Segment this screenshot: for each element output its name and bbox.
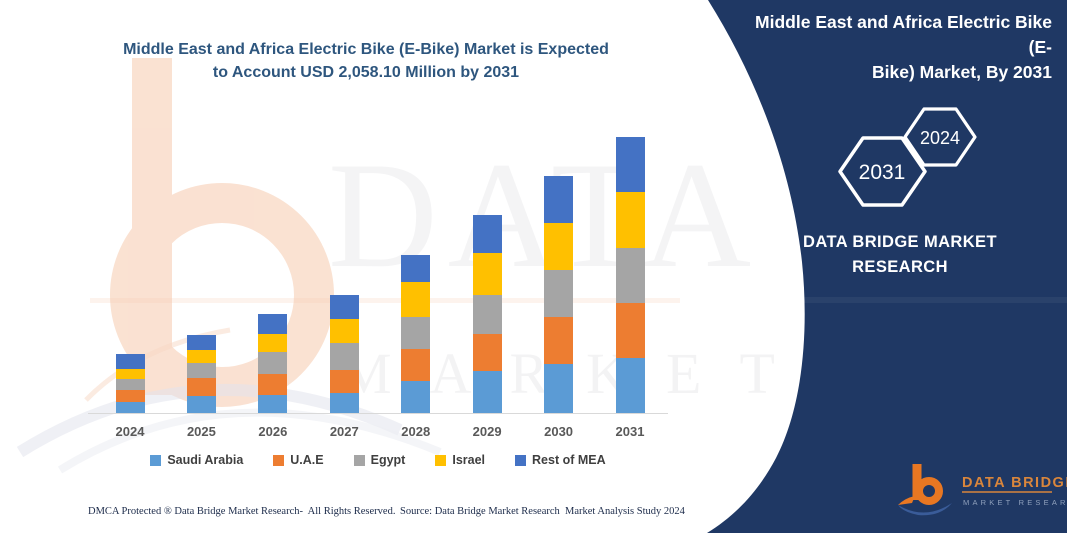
- bar-2024-u-a-e: [115, 390, 145, 402]
- legend-item-egypt: Egypt: [353, 453, 406, 467]
- legend-label: Egypt: [370, 453, 406, 467]
- logo-subtitle: MARKET RESEARCH: [963, 498, 1067, 507]
- chart-title: Middle East and Africa Electric Bike (E-…: [88, 38, 644, 84]
- panel-title-line2: Bike) Market, By 2031: [872, 62, 1052, 82]
- bar-2031-rest-of-mea: [615, 136, 645, 192]
- bar-2024-israel: [115, 368, 145, 380]
- bar-2026-rest-of-mea: [258, 314, 288, 334]
- bar-2025-israel: [186, 349, 216, 363]
- bar-2029-saudi-arabia: [472, 371, 502, 413]
- x-axis-label-2029: 2029: [472, 424, 502, 439]
- x-axis-label-2024: 2024: [115, 424, 145, 439]
- legend-swatch-icon: [273, 454, 285, 466]
- legend-swatch-icon: [353, 454, 365, 466]
- bar-2025-rest-of-mea: [186, 334, 216, 350]
- logo-title: DATA BRIDGE: [962, 475, 1067, 491]
- hexagon-2031-label: 2031: [859, 161, 906, 184]
- bar-2029-rest-of-mea: [472, 215, 502, 253]
- bar-2028-israel: [401, 282, 431, 317]
- bar-2024-egypt: [115, 379, 145, 391]
- legend-label: U.A.E: [290, 453, 324, 467]
- legend-item-u-a-e: U.A.E: [273, 453, 324, 467]
- bar-2030-israel: [544, 223, 574, 271]
- bar-2029-u-a-e: [472, 333, 502, 372]
- panel-title: Middle East and Africa Electric Bike (E-…: [730, 10, 1052, 85]
- bar-2026-saudi-arabia: [258, 394, 288, 413]
- bar-2031-u-a-e: [615, 302, 645, 358]
- bar-2027-egypt: [329, 343, 359, 371]
- bar-2024-rest-of-mea: [115, 353, 145, 369]
- x-axis-label-2028: 2028: [401, 424, 431, 439]
- brand-name-line1: DATA BRIDGE MARKET: [803, 233, 997, 251]
- chart-legend: Saudi Arabia U.A.E Egypt Israel Rest of MEA: [88, 453, 668, 467]
- x-axis-label-2030: 2030: [544, 424, 574, 439]
- bar-2025-saudi-arabia: [186, 395, 216, 413]
- bar-2031-saudi-arabia: [615, 357, 645, 413]
- bar-2026-egypt: [258, 352, 288, 375]
- legend-swatch-icon: [150, 454, 162, 466]
- x-axis-label-2026: 2026: [258, 424, 288, 439]
- bar-2027-saudi-arabia: [329, 392, 359, 413]
- legend-item-saudi-arabia: Saudi Arabia: [150, 453, 243, 467]
- x-axis-line: [88, 413, 668, 414]
- bar-2027-rest-of-mea: [329, 294, 359, 319]
- logo-b-icon: [898, 464, 952, 516]
- footer-source-text: Source: Data Bridge Market Research Mark…: [400, 506, 685, 517]
- x-axis-label-2025: 2025: [186, 424, 216, 439]
- brand-name-line2: RESEARCH: [852, 258, 948, 276]
- footer-dmca-text: DMCA Protected ® Data Bridge Market Rese…: [88, 506, 396, 517]
- hexagon-2024: [903, 107, 977, 167]
- legend-label: Rest of MEA: [532, 453, 606, 467]
- legend-swatch-icon: [435, 454, 447, 466]
- bar-2024-saudi-arabia: [115, 401, 145, 413]
- bar-2026-u-a-e: [258, 374, 288, 395]
- legend-item-rest-of-mea: Rest of MEA: [515, 453, 606, 467]
- hexagon-2031: [838, 136, 927, 207]
- chart-title-line1: Middle East and Africa Electric Bike (E-…: [123, 41, 609, 58]
- legend-label: Israel: [452, 453, 486, 467]
- bar-2029-egypt: [472, 295, 502, 334]
- dbmr-logo: DATA BRIDGE MARKET RESEARCH: [898, 464, 1067, 516]
- chart-title-line2: to Account USD 2,058.10 Million by 2031: [212, 64, 520, 81]
- legend-item-israel: Israel: [435, 453, 485, 467]
- hexagon-2024-label: 2024: [920, 128, 960, 148]
- bar-2026-israel: [258, 333, 288, 353]
- bar-2027-israel: [329, 318, 359, 344]
- legend-swatch-icon: [515, 454, 527, 466]
- bar-2028-egypt: [401, 317, 431, 349]
- bar-2025-egypt: [186, 362, 216, 378]
- bar-2031-egypt: [615, 247, 645, 303]
- bar-2030-u-a-e: [544, 317, 574, 364]
- bar-2027-u-a-e: [329, 370, 359, 393]
- bar-2025-u-a-e: [186, 377, 216, 396]
- x-axis-label-2027: 2027: [329, 424, 359, 439]
- panel-watermark-band: [700, 297, 1067, 303]
- bar-2030-rest-of-mea: [544, 175, 574, 224]
- legend-label: Saudi Arabia: [167, 453, 244, 467]
- bar-2031-israel: [615, 191, 645, 248]
- x-axis-label-2031: 2031: [615, 424, 645, 439]
- bar-2028-u-a-e: [401, 348, 431, 382]
- bar-2028-rest-of-mea: [401, 254, 431, 283]
- bar-2030-saudi-arabia: [544, 363, 574, 413]
- brand-name-text: DATA BRIDGE MARKET RESEARCH: [772, 230, 1028, 280]
- panel-title-line1: Middle East and Africa Electric Bike (E-: [755, 12, 1052, 57]
- bar-2029-israel: [472, 252, 502, 296]
- bar-2028-saudi-arabia: [401, 381, 431, 413]
- bar-2030-egypt: [544, 270, 574, 318]
